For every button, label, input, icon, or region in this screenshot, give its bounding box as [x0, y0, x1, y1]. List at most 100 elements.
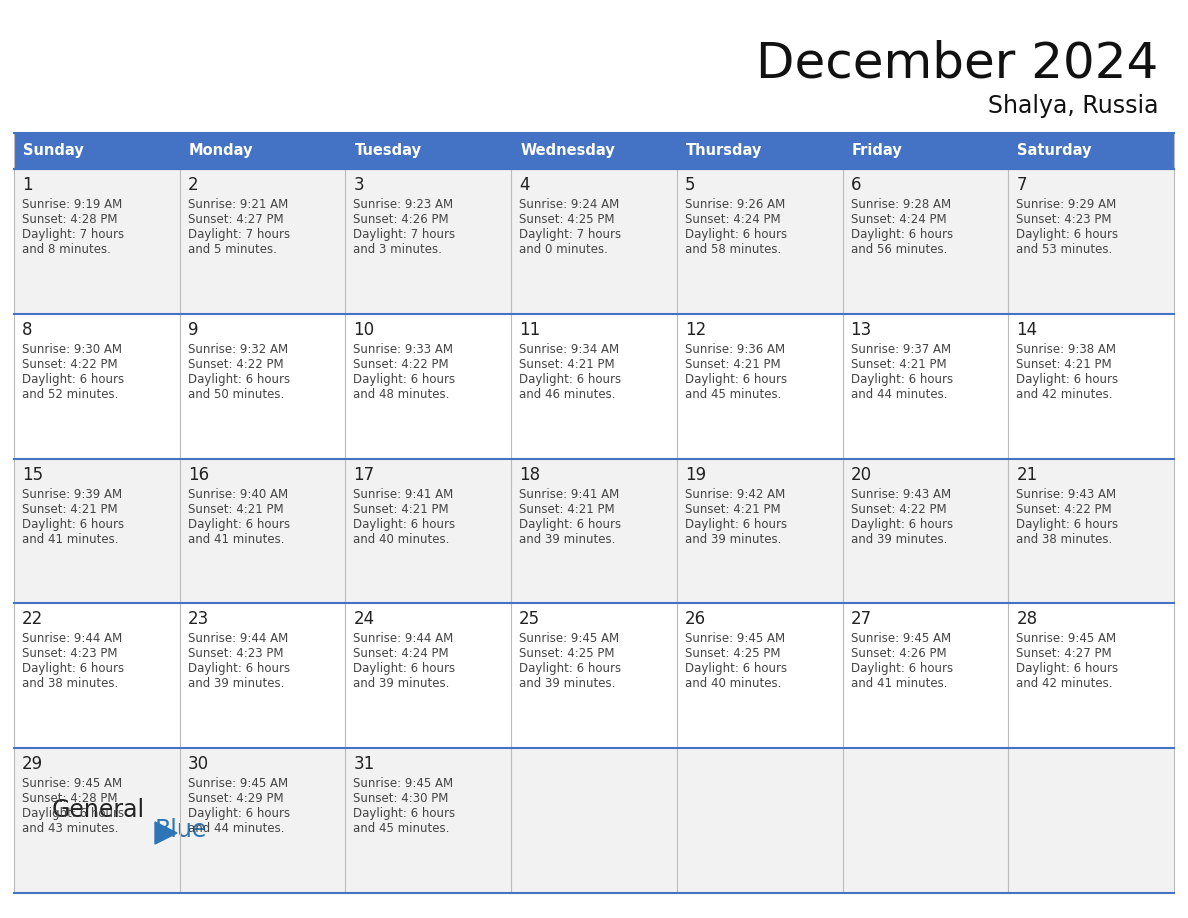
Text: Sunrise: 9:28 AM: Sunrise: 9:28 AM: [851, 198, 950, 211]
Text: Blue: Blue: [154, 818, 208, 842]
Text: and 45 minutes.: and 45 minutes.: [684, 387, 782, 401]
Text: Saturday: Saturday: [1017, 143, 1092, 159]
Text: 3: 3: [353, 176, 364, 194]
Text: Daylight: 6 hours: Daylight: 6 hours: [519, 663, 621, 676]
Text: and 38 minutes.: and 38 minutes.: [1016, 532, 1112, 545]
Text: General: General: [52, 798, 145, 822]
Text: Daylight: 6 hours: Daylight: 6 hours: [188, 373, 290, 386]
Text: and 46 minutes.: and 46 minutes.: [519, 387, 615, 401]
Text: 5: 5: [684, 176, 695, 194]
Text: Sunday: Sunday: [23, 143, 83, 159]
Text: Shalya, Russia: Shalya, Russia: [987, 94, 1158, 118]
Text: 16: 16: [188, 465, 209, 484]
Text: and 40 minutes.: and 40 minutes.: [684, 677, 782, 690]
Text: Sunrise: 9:38 AM: Sunrise: 9:38 AM: [1016, 342, 1117, 356]
Text: December 2024: December 2024: [756, 39, 1158, 87]
Text: and 52 minutes.: and 52 minutes.: [23, 387, 119, 401]
Text: Sunrise: 9:21 AM: Sunrise: 9:21 AM: [188, 198, 287, 211]
Bar: [842, 133, 1009, 169]
Text: 8: 8: [23, 320, 32, 339]
Text: Sunset: 4:29 PM: Sunset: 4:29 PM: [188, 792, 284, 805]
Text: 23: 23: [188, 610, 209, 629]
Text: Sunset: 4:21 PM: Sunset: 4:21 PM: [23, 502, 118, 516]
Text: Sunset: 4:28 PM: Sunset: 4:28 PM: [23, 792, 118, 805]
Bar: [1009, 133, 1174, 169]
Text: and 8 minutes.: and 8 minutes.: [23, 243, 110, 256]
Text: Sunset: 4:24 PM: Sunset: 4:24 PM: [851, 213, 946, 226]
Text: Sunset: 4:25 PM: Sunset: 4:25 PM: [519, 647, 614, 660]
Text: Sunset: 4:27 PM: Sunset: 4:27 PM: [188, 213, 284, 226]
Text: 26: 26: [684, 610, 706, 629]
Text: Daylight: 6 hours: Daylight: 6 hours: [353, 663, 455, 676]
Text: Sunset: 4:22 PM: Sunset: 4:22 PM: [188, 358, 284, 371]
Text: 27: 27: [851, 610, 872, 629]
Text: and 41 minutes.: and 41 minutes.: [23, 532, 119, 545]
Text: 20: 20: [851, 465, 872, 484]
Text: and 39 minutes.: and 39 minutes.: [519, 677, 615, 690]
Text: Sunrise: 9:33 AM: Sunrise: 9:33 AM: [353, 342, 454, 356]
Text: and 39 minutes.: and 39 minutes.: [353, 677, 450, 690]
Text: Sunrise: 9:43 AM: Sunrise: 9:43 AM: [1016, 487, 1117, 500]
Text: Daylight: 6 hours: Daylight: 6 hours: [851, 228, 953, 241]
Text: Sunrise: 9:45 AM: Sunrise: 9:45 AM: [684, 633, 785, 645]
Text: Sunset: 4:21 PM: Sunset: 4:21 PM: [519, 358, 614, 371]
Text: Sunrise: 9:41 AM: Sunrise: 9:41 AM: [519, 487, 619, 500]
Text: 6: 6: [851, 176, 861, 194]
Text: 2: 2: [188, 176, 198, 194]
Text: and 44 minutes.: and 44 minutes.: [188, 823, 284, 835]
Text: Sunset: 4:26 PM: Sunset: 4:26 PM: [353, 213, 449, 226]
Text: Sunrise: 9:45 AM: Sunrise: 9:45 AM: [851, 633, 950, 645]
Bar: [346, 133, 511, 169]
Text: Sunset: 4:30 PM: Sunset: 4:30 PM: [353, 792, 449, 805]
Text: and 41 minutes.: and 41 minutes.: [851, 677, 947, 690]
Text: and 5 minutes.: and 5 minutes.: [188, 243, 277, 256]
Text: and 45 minutes.: and 45 minutes.: [353, 823, 450, 835]
Text: Sunrise: 9:30 AM: Sunrise: 9:30 AM: [23, 342, 122, 356]
Text: 18: 18: [519, 465, 541, 484]
Text: Sunrise: 9:37 AM: Sunrise: 9:37 AM: [851, 342, 950, 356]
Text: Sunset: 4:22 PM: Sunset: 4:22 PM: [1016, 502, 1112, 516]
Text: and 39 minutes.: and 39 minutes.: [188, 677, 284, 690]
Text: Sunrise: 9:19 AM: Sunrise: 9:19 AM: [23, 198, 122, 211]
Text: Daylight: 6 hours: Daylight: 6 hours: [684, 228, 786, 241]
Text: and 58 minutes.: and 58 minutes.: [684, 243, 781, 256]
Text: and 39 minutes.: and 39 minutes.: [684, 532, 782, 545]
Text: 30: 30: [188, 756, 209, 773]
Text: Sunrise: 9:34 AM: Sunrise: 9:34 AM: [519, 342, 619, 356]
Text: Sunset: 4:21 PM: Sunset: 4:21 PM: [684, 358, 781, 371]
Text: Daylight: 6 hours: Daylight: 6 hours: [1016, 663, 1118, 676]
Polygon shape: [154, 822, 177, 844]
Text: 31: 31: [353, 756, 374, 773]
Text: 19: 19: [684, 465, 706, 484]
Text: and 50 minutes.: and 50 minutes.: [188, 387, 284, 401]
Text: 14: 14: [1016, 320, 1037, 339]
Text: Sunrise: 9:39 AM: Sunrise: 9:39 AM: [23, 487, 122, 500]
Text: 9: 9: [188, 320, 198, 339]
Text: Sunrise: 9:44 AM: Sunrise: 9:44 AM: [23, 633, 122, 645]
Text: Daylight: 7 hours: Daylight: 7 hours: [23, 228, 124, 241]
Text: Sunset: 4:21 PM: Sunset: 4:21 PM: [188, 502, 284, 516]
Text: Sunset: 4:22 PM: Sunset: 4:22 PM: [851, 502, 946, 516]
Bar: [14, 603, 1174, 748]
Text: Sunset: 4:21 PM: Sunset: 4:21 PM: [1016, 358, 1112, 371]
Text: 12: 12: [684, 320, 706, 339]
Text: 22: 22: [23, 610, 43, 629]
Text: Daylight: 6 hours: Daylight: 6 hours: [353, 807, 455, 820]
Text: Daylight: 6 hours: Daylight: 6 hours: [1016, 228, 1118, 241]
Text: and 41 minutes.: and 41 minutes.: [188, 532, 284, 545]
Text: 17: 17: [353, 465, 374, 484]
Bar: [677, 133, 842, 169]
Text: 25: 25: [519, 610, 541, 629]
Text: Sunrise: 9:29 AM: Sunrise: 9:29 AM: [1016, 198, 1117, 211]
Text: Thursday: Thursday: [685, 143, 763, 159]
Text: Daylight: 6 hours: Daylight: 6 hours: [23, 373, 124, 386]
Text: Wednesday: Wednesday: [520, 143, 615, 159]
Text: 15: 15: [23, 465, 43, 484]
Text: Sunset: 4:23 PM: Sunset: 4:23 PM: [188, 647, 283, 660]
Text: and 39 minutes.: and 39 minutes.: [851, 532, 947, 545]
Text: Daylight: 6 hours: Daylight: 6 hours: [188, 518, 290, 531]
Text: 13: 13: [851, 320, 872, 339]
Text: and 42 minutes.: and 42 minutes.: [1016, 677, 1113, 690]
Bar: [14, 169, 1174, 314]
Text: 24: 24: [353, 610, 374, 629]
